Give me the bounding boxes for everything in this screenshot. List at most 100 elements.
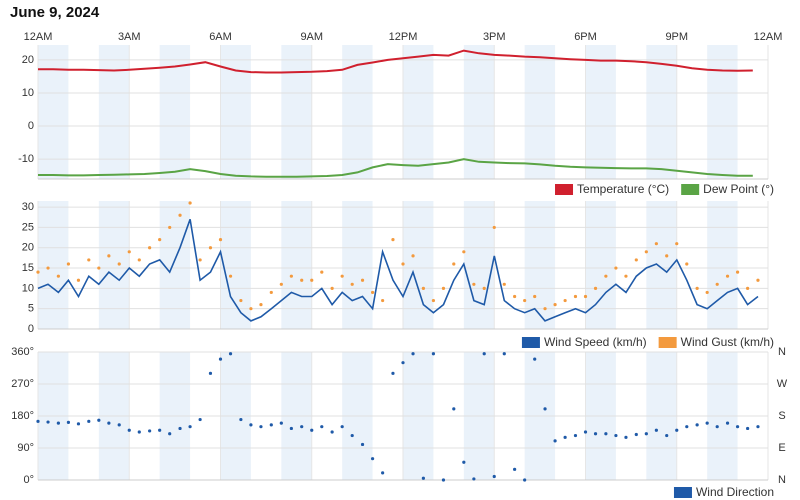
- direction-dot: [381, 471, 385, 475]
- gust-dot: [228, 274, 233, 278]
- gust-dot: [178, 213, 182, 217]
- direction-dot: [462, 460, 466, 464]
- gust-dot: [482, 286, 486, 290]
- hour-band: [524, 45, 556, 179]
- gust-dot: [310, 278, 314, 282]
- gust-dot: [725, 274, 730, 278]
- hour-band: [585, 45, 616, 179]
- gust-dot: [218, 238, 223, 242]
- legend-swatch: [681, 184, 700, 195]
- gust-dot: [614, 266, 618, 270]
- direction-dot: [148, 429, 152, 433]
- gust-dot: [735, 270, 740, 274]
- direction-dot: [330, 430, 334, 434]
- hour-band: [463, 201, 495, 329]
- hour-band: [707, 45, 738, 179]
- y-tick-label: 10: [22, 87, 34, 99]
- direction-dot: [624, 435, 628, 439]
- gust-dot: [675, 242, 679, 246]
- series-line: [38, 49, 753, 74]
- direction-dot: [300, 425, 304, 429]
- direction-dot: [401, 361, 405, 365]
- y-tick-label: 180°: [11, 410, 34, 422]
- direction-dot: [259, 425, 263, 429]
- legend-swatch: [673, 487, 692, 498]
- direction-dot: [492, 474, 496, 479]
- direction-dot: [604, 432, 608, 436]
- x-tick-label: 12AM: [24, 31, 53, 43]
- gust-dot: [746, 286, 750, 290]
- y2-tick-label: N: [778, 474, 786, 486]
- gust-dot: [117, 262, 121, 266]
- gust-dot: [97, 266, 101, 270]
- x-tick-label: 6PM: [574, 31, 597, 43]
- direction-dot: [178, 426, 182, 431]
- direction-dot: [228, 352, 233, 356]
- x-tick-label: 3PM: [483, 31, 506, 43]
- gust-dot: [259, 303, 263, 307]
- direction-dot: [158, 428, 162, 432]
- gust-dot: [381, 298, 385, 303]
- hour-band: [646, 45, 677, 179]
- direction-dot: [452, 407, 456, 411]
- y2-tick-label: E: [778, 442, 785, 454]
- gust-dot: [289, 274, 293, 278]
- gust-dot: [715, 282, 719, 286]
- hour-band: [98, 45, 130, 179]
- hour-band: [281, 45, 312, 179]
- gust-dot: [249, 307, 253, 311]
- direction-dot: [97, 418, 101, 422]
- gust-dot: [340, 274, 344, 278]
- direction-dot: [188, 425, 192, 429]
- gust-dot: [300, 278, 304, 282]
- hour-band: [403, 45, 434, 179]
- direction-dot: [391, 371, 395, 375]
- gust-dot: [502, 282, 506, 286]
- gust-dot: [583, 294, 588, 299]
- direction-dot: [614, 433, 618, 438]
- gust-dot: [654, 242, 658, 246]
- direction-dot: [523, 478, 527, 482]
- y-tick-label: 90°: [17, 442, 34, 454]
- direction-dot: [553, 439, 557, 443]
- direction-dot: [533, 357, 537, 361]
- y-tick-label: 0°: [23, 474, 34, 486]
- gust-dot: [513, 294, 517, 299]
- direction-dot: [279, 421, 283, 425]
- direction-dot: [137, 430, 141, 434]
- gust-dot: [533, 294, 537, 299]
- y-tick-label: 20: [22, 54, 34, 66]
- y-tick-label: -10: [18, 153, 34, 165]
- direction-dot: [513, 467, 517, 471]
- gust-dot: [553, 303, 557, 307]
- gust-dot: [452, 262, 456, 266]
- gust-dot: [107, 254, 111, 258]
- gust-dot: [421, 286, 425, 290]
- gust-dot: [198, 258, 202, 262]
- direction-dot: [421, 476, 425, 480]
- direction-dot: [634, 432, 638, 437]
- gust-dot: [411, 254, 415, 258]
- legend-label: Wind Speed (km/h): [544, 335, 647, 349]
- gust-dot: [462, 250, 466, 254]
- gust-dot: [665, 254, 669, 258]
- direction-dot: [370, 457, 375, 461]
- gust-dot: [330, 286, 334, 290]
- y-tick-label: 30: [22, 201, 34, 213]
- gust-dot: [360, 278, 365, 282]
- gust-dot: [188, 201, 192, 205]
- gust-dot: [563, 298, 567, 303]
- gust-dot: [158, 238, 162, 242]
- direction-dot: [36, 419, 40, 423]
- legend-label: Wind Direction: [696, 485, 774, 499]
- gust-dot: [705, 290, 709, 295]
- direction-dot: [360, 442, 365, 447]
- direction-dot: [705, 421, 709, 425]
- gust-dot: [350, 282, 354, 286]
- gust-dot: [279, 282, 283, 286]
- gust-dot: [624, 274, 628, 278]
- y2-tick-label: W: [777, 378, 788, 390]
- direction-dot: [725, 421, 730, 425]
- gust-dot: [695, 286, 699, 290]
- y-tick-label: 270°: [11, 378, 34, 390]
